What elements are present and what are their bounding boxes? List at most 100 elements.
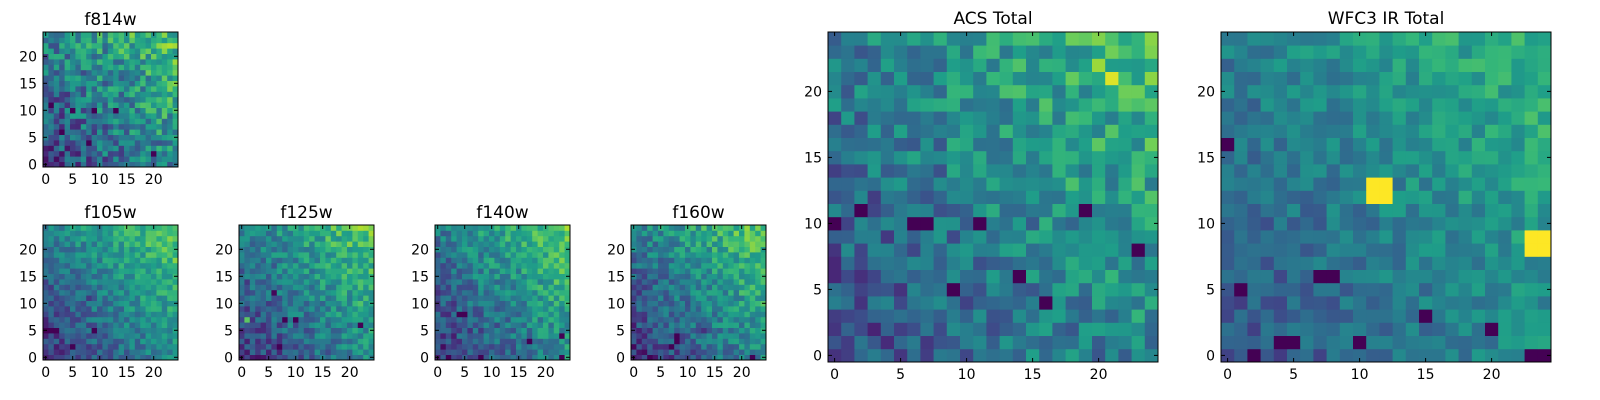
heatmap-cell bbox=[53, 140, 60, 146]
heatmap-cell bbox=[841, 150, 855, 165]
heatmap-cell bbox=[140, 140, 146, 146]
heatmap-cell bbox=[733, 300, 740, 307]
heatmap-cell bbox=[64, 123, 71, 130]
heatmap-cell bbox=[129, 246, 136, 253]
heatmap-cell bbox=[1511, 243, 1525, 257]
heatmap-cell bbox=[933, 71, 948, 86]
heatmap-cell bbox=[167, 306, 173, 312]
heatmap-cell bbox=[674, 241, 680, 247]
heatmap-cell bbox=[1287, 190, 1301, 204]
heatmap-cell bbox=[1485, 296, 1499, 310]
heatmap-cell bbox=[920, 296, 934, 310]
heatmap-cell bbox=[1511, 230, 1525, 244]
heatmap-cell bbox=[828, 243, 842, 257]
heatmap-cell bbox=[712, 311, 718, 318]
heatmap-cell bbox=[739, 230, 745, 237]
heatmap-cell bbox=[641, 279, 648, 285]
heatmap-cell bbox=[880, 150, 895, 165]
heatmap-cell bbox=[472, 322, 479, 328]
heatmap-cell bbox=[483, 284, 490, 291]
heatmap-cell bbox=[320, 300, 326, 307]
heatmap-cell bbox=[145, 140, 152, 146]
heatmap-cell bbox=[124, 284, 130, 291]
heatmap-cell bbox=[526, 257, 533, 264]
heatmap-cell bbox=[107, 230, 114, 237]
heatmap-cell bbox=[1260, 32, 1275, 46]
heatmap-cell bbox=[1366, 256, 1380, 270]
heatmap-cell bbox=[363, 273, 369, 280]
heatmap-cell bbox=[1065, 150, 1080, 165]
heatmap-cell bbox=[559, 268, 565, 274]
heatmap-cell bbox=[357, 268, 364, 274]
heatmap-cell bbox=[1392, 164, 1407, 178]
heatmap-cell bbox=[499, 322, 506, 328]
heatmap-cell bbox=[140, 86, 146, 92]
heatmap-cell bbox=[668, 300, 675, 307]
heatmap-cell bbox=[559, 262, 565, 269]
heatmap-cell bbox=[854, 216, 868, 231]
heatmap-cell bbox=[303, 316, 310, 323]
heatmap-cell bbox=[1078, 309, 1093, 323]
heatmap-cell bbox=[690, 246, 697, 253]
heatmap-cell bbox=[145, 96, 152, 103]
heatmap-cell bbox=[107, 150, 114, 157]
heatmap-cell bbox=[161, 333, 168, 339]
heatmap-cell bbox=[1026, 111, 1040, 125]
heatmap-cell bbox=[880, 98, 895, 112]
heatmap-cell bbox=[113, 273, 119, 280]
heatmap-cell bbox=[1234, 111, 1248, 125]
heatmap-cell bbox=[668, 284, 675, 291]
heatmap-cell bbox=[266, 273, 272, 280]
heatmap-cell bbox=[43, 235, 49, 242]
heatmap-cell bbox=[161, 316, 168, 323]
heatmap-cell bbox=[320, 257, 326, 264]
heatmap-cell bbox=[59, 118, 65, 125]
heatmap-cell bbox=[1012, 84, 1027, 99]
heatmap-cell bbox=[156, 257, 163, 264]
heatmap-cell bbox=[48, 349, 55, 355]
heatmap-cell bbox=[151, 69, 157, 76]
heatmap-cell bbox=[973, 124, 987, 138]
heatmap-cell bbox=[113, 316, 119, 323]
heatmap-cell bbox=[118, 241, 125, 247]
heatmap-cell bbox=[1458, 32, 1473, 46]
heatmap-cell bbox=[733, 241, 740, 247]
heatmap-cell bbox=[712, 284, 718, 291]
heatmap-cell bbox=[1131, 98, 1146, 112]
heatmap-cell bbox=[1118, 216, 1132, 231]
heatmap-cell bbox=[1471, 282, 1486, 297]
heatmap-cell bbox=[287, 246, 294, 253]
heatmap-cell bbox=[341, 252, 348, 258]
heatmap-cell bbox=[1353, 190, 1367, 204]
heatmap-cell bbox=[140, 129, 146, 135]
heatmap-cell bbox=[907, 124, 921, 138]
heatmap-cell bbox=[1247, 190, 1261, 204]
heatmap-cell bbox=[134, 230, 141, 237]
heatmap-cell bbox=[102, 134, 109, 141]
heatmap-cell bbox=[867, 150, 882, 165]
heatmap-cell bbox=[1379, 164, 1393, 178]
heatmap-cell bbox=[1511, 124, 1525, 138]
heatmap-cell bbox=[1260, 243, 1275, 257]
heatmap-cell bbox=[341, 333, 348, 339]
heatmap-cell bbox=[118, 118, 125, 125]
heatmap-cell bbox=[1366, 335, 1380, 350]
heatmap-cell bbox=[43, 316, 49, 323]
heatmap-cell bbox=[1313, 45, 1327, 59]
heatmap-cell bbox=[48, 322, 55, 328]
heatmap-cell bbox=[445, 268, 452, 274]
heatmap-cell bbox=[167, 252, 173, 258]
heatmap-cell bbox=[161, 230, 168, 237]
heatmap-cell bbox=[499, 338, 506, 345]
heatmap-cell bbox=[559, 354, 565, 361]
heatmap-cell bbox=[1012, 164, 1027, 178]
heatmap-cell bbox=[134, 118, 141, 125]
heatmap-cell bbox=[1118, 282, 1132, 297]
heatmap-cell bbox=[462, 252, 468, 258]
heatmap-cell bbox=[86, 252, 92, 258]
heatmap-cell bbox=[1144, 216, 1159, 231]
heatmap-cell bbox=[1458, 111, 1473, 125]
heatmap-cell bbox=[728, 349, 734, 355]
heatmap-cell bbox=[80, 225, 87, 231]
heatmap-cell bbox=[255, 343, 261, 350]
